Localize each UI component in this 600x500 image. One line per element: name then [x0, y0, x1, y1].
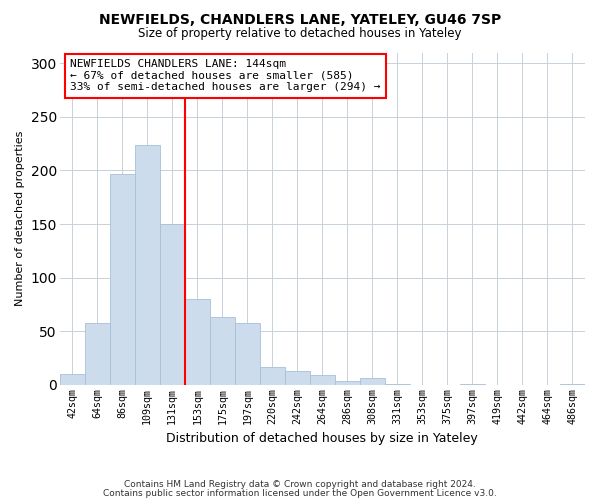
Bar: [135, 144, 160, 385]
Bar: [160, 224, 185, 385]
Bar: [560, 384, 585, 385]
Bar: [210, 318, 235, 385]
Text: Size of property relative to detached houses in Yateley: Size of property relative to detached ho…: [138, 26, 462, 40]
Text: NEWFIELDS, CHANDLERS LANE, YATELEY, GU46 7SP: NEWFIELDS, CHANDLERS LANE, YATELEY, GU46…: [99, 12, 501, 26]
Bar: [235, 322, 260, 385]
Bar: [185, 299, 210, 385]
Bar: [85, 322, 110, 385]
Text: Contains HM Land Registry data © Crown copyright and database right 2024.: Contains HM Land Registry data © Crown c…: [124, 480, 476, 489]
Bar: [460, 384, 485, 385]
Bar: [385, 384, 410, 385]
Bar: [60, 374, 85, 385]
Text: Contains public sector information licensed under the Open Government Licence v3: Contains public sector information licen…: [103, 490, 497, 498]
Bar: [360, 378, 385, 385]
Bar: [310, 375, 335, 385]
Bar: [335, 380, 360, 385]
Bar: [110, 174, 135, 385]
Text: NEWFIELDS CHANDLERS LANE: 144sqm
← 67% of detached houses are smaller (585)
33% : NEWFIELDS CHANDLERS LANE: 144sqm ← 67% o…: [70, 59, 381, 92]
Y-axis label: Number of detached properties: Number of detached properties: [15, 131, 25, 306]
X-axis label: Distribution of detached houses by size in Yateley: Distribution of detached houses by size …: [166, 432, 478, 445]
Bar: [285, 371, 310, 385]
Bar: [260, 366, 285, 385]
